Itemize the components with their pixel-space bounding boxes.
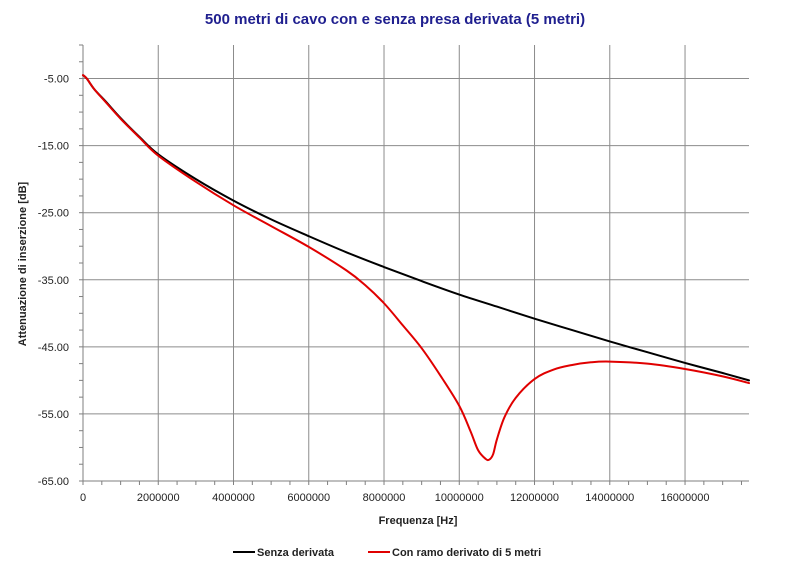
series-line-1 (82, 74, 750, 382)
y-tick-label: -5.00 (44, 74, 69, 86)
y-tick-label: -25.00 (38, 208, 69, 220)
y-axis-label: Attenuazione di inserzione [dB] (17, 181, 29, 346)
x-axis-ticks: 0 2000000 4000000 6000000 8000000 10000000 120… (80, 492, 710, 504)
series-line-2 (82, 74, 750, 462)
y-tick-label: -35.00 (38, 275, 69, 287)
grid (83, 45, 749, 481)
x-tick-label: 12000000 (510, 492, 559, 504)
y-tick-label: -65.00 (38, 476, 69, 488)
x-tick-label: 14000000 (585, 492, 634, 504)
x-tick-label: 4000000 (212, 492, 255, 504)
x-tick-label: 10000000 (435, 492, 484, 504)
x-tick-label: 0 (80, 492, 86, 504)
series-lines (82, 74, 750, 462)
y-tick-label: -15.00 (38, 141, 69, 153)
x-axis-label: Frequenza [Hz] (379, 515, 458, 527)
x-tick-label: 8000000 (363, 492, 406, 504)
legend: Senza derivata Con ramo derivato di 5 met… (233, 547, 541, 559)
y-axis-ticks: -5.00 -15.00 -25.00 -35.00 -45.00 -55.00 -65.0… (38, 74, 69, 488)
axes (79, 44, 749, 485)
y-tick-label: -55.00 (38, 409, 69, 421)
chart-title: 500 metri di cavo con e senza presa deri… (205, 11, 585, 28)
legend-label-2: Con ramo derivato di 5 metri (392, 547, 541, 559)
x-tick-label: 16000000 (661, 492, 710, 504)
x-tick-label: 2000000 (137, 492, 180, 504)
x-tick-label: 6000000 (287, 492, 330, 504)
y-tick-label: -45.00 (38, 342, 69, 354)
legend-label-1: Senza derivata (257, 547, 335, 559)
